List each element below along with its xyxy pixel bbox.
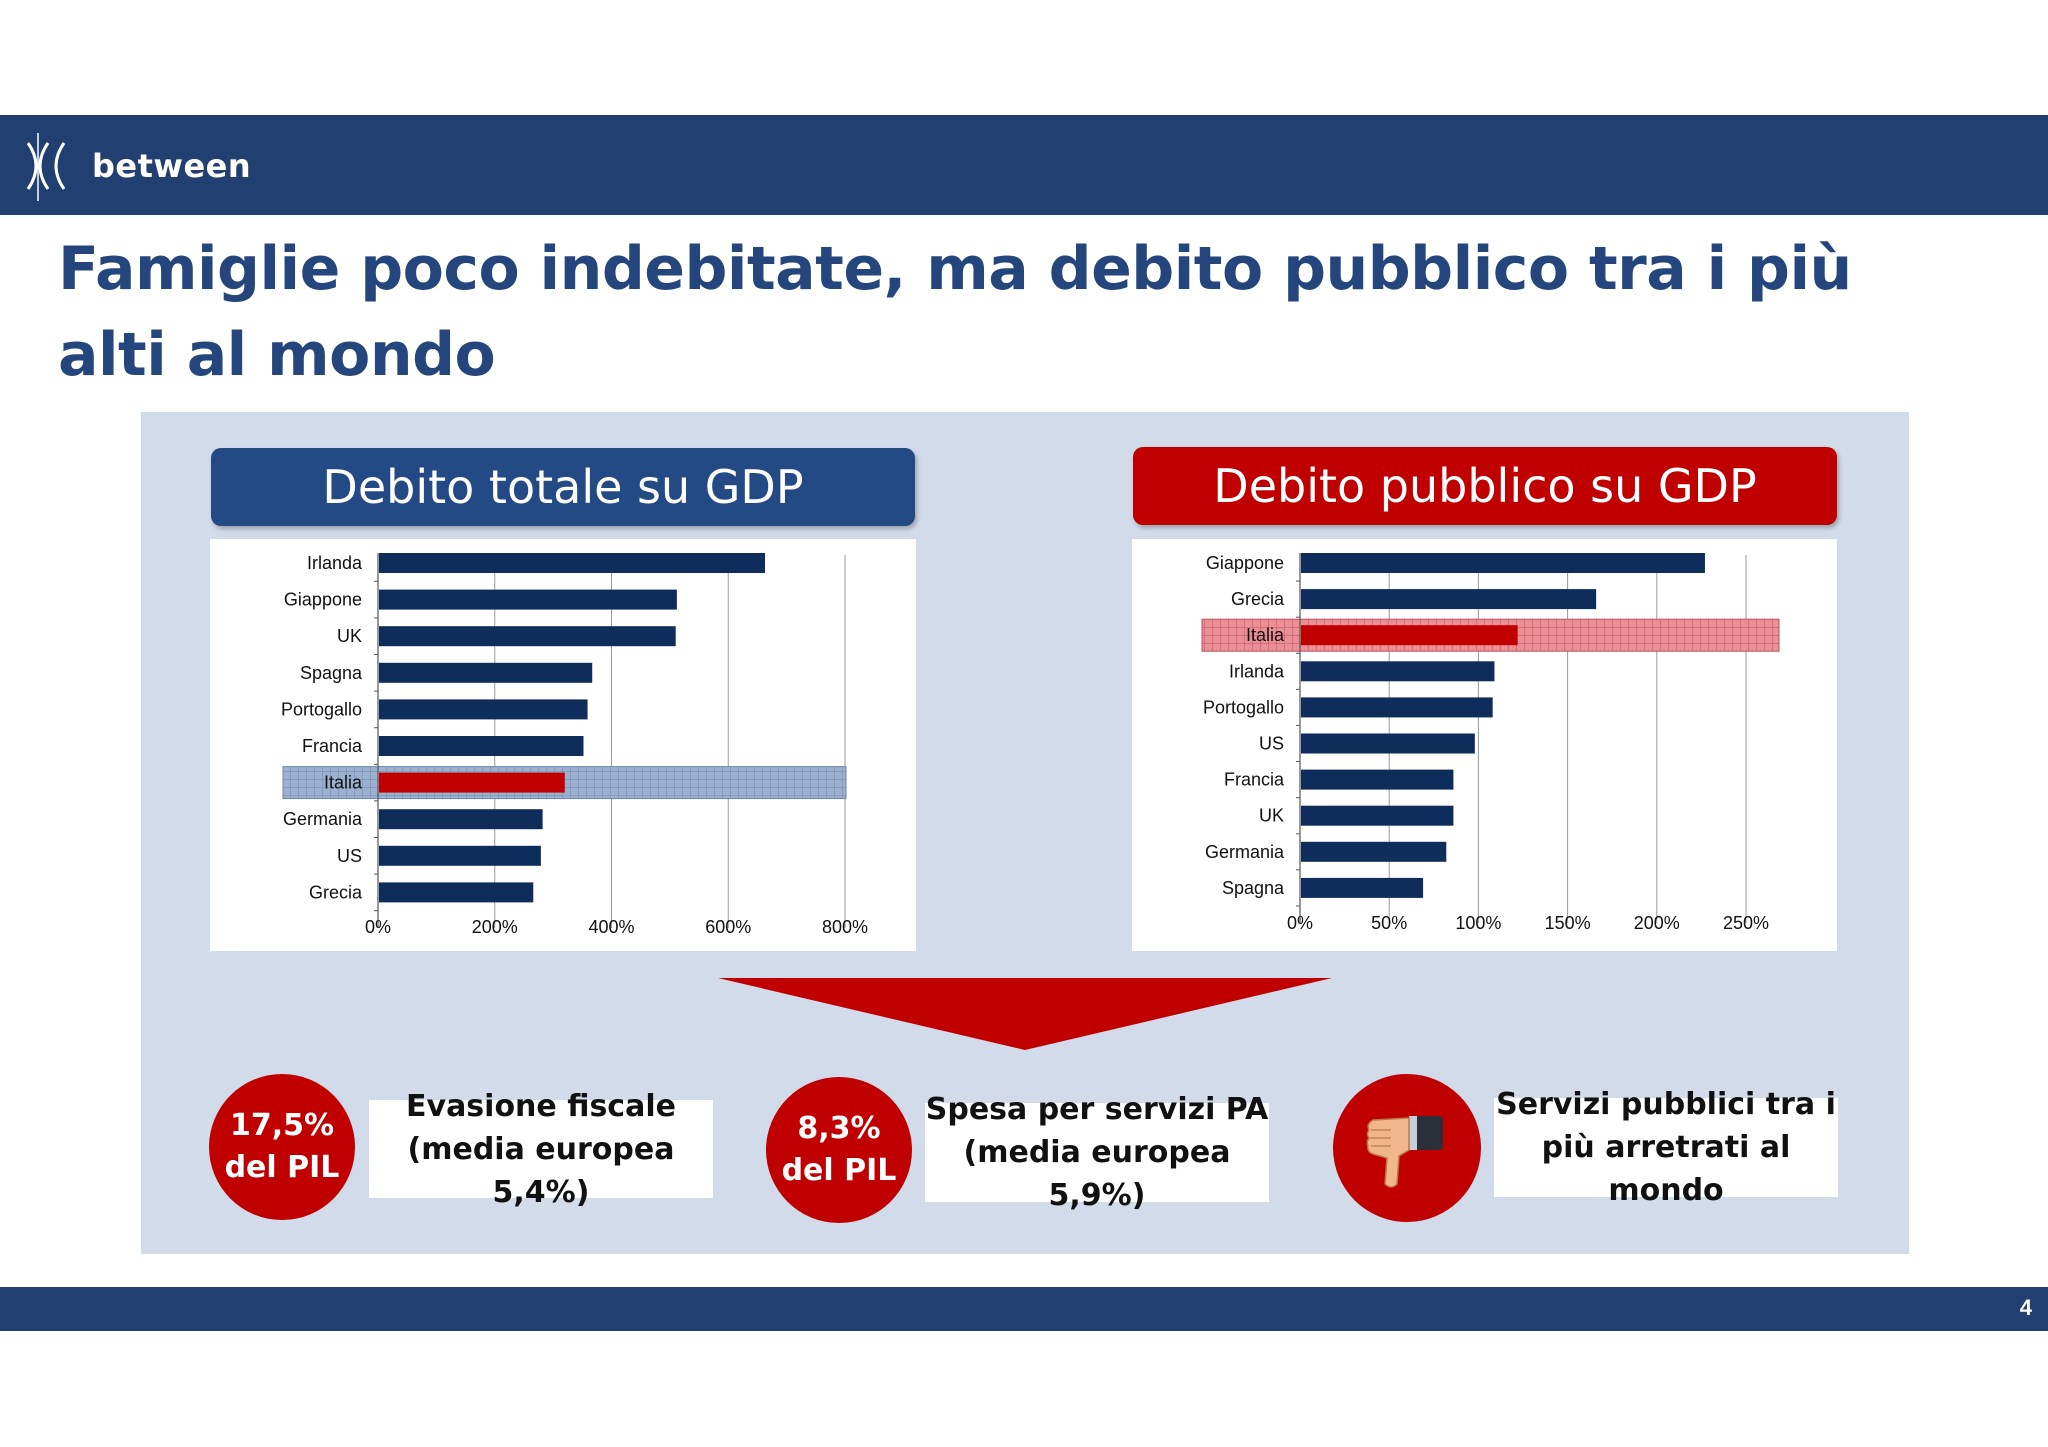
down-arrow-icon [718, 978, 1332, 1050]
category-label-italia: Italia [324, 773, 363, 793]
category-label-germania: Germania [1205, 842, 1285, 862]
category-label-grecia: Grecia [309, 882, 363, 902]
tick-label: 0% [1287, 913, 1313, 933]
bar-uk [1301, 805, 1454, 826]
public-debt-chart-svg: Giappone Grecia Italia Irlanda Portogallo US F… [1201, 553, 1780, 933]
header-bar: between [0, 115, 2048, 215]
between-logo: between [18, 127, 278, 205]
bar-portogallo [379, 699, 588, 720]
category-label-spagna: Spagna [1222, 878, 1285, 898]
bar-portogallo [1301, 697, 1493, 718]
footer-bar: 4 [0, 1287, 2048, 1331]
content-panel: Debito totale su GDP Debito pubblico su … [141, 412, 1909, 1254]
pa-spending-line1: Spesa per servizi PA [925, 1092, 1269, 1127]
bar-uk [379, 626, 676, 647]
bar-giappone [379, 589, 677, 610]
bar-us [379, 845, 541, 866]
category-label-italia: Italia [1246, 625, 1285, 645]
tick-label: 800% [822, 917, 868, 937]
public-services-line2: più arretrati al mondo [1541, 1130, 1791, 1208]
public-services-label: Servizi pubblici tra i più arretrati al … [1494, 1087, 1838, 1208]
category-label-giappone: Giappone [1206, 553, 1284, 573]
page-title: Famiglie poco indebitate, ma debito pubb… [58, 234, 1852, 390]
pa-spending-unit: del PIL [781, 1153, 897, 1188]
tick-label: 150% [1545, 913, 1591, 933]
bar-irlanda [1301, 661, 1495, 682]
category-label-francia: Francia [302, 736, 363, 756]
pa-spending-badge: 8,3% del PIL [766, 1077, 912, 1223]
category-label-irlanda: Irlanda [1229, 661, 1285, 681]
tick-label: 400% [588, 917, 634, 937]
pa-spending-line2: (media europea 5,9%) [963, 1135, 1231, 1213]
bar-italia [379, 772, 565, 793]
bar-us [1301, 733, 1475, 754]
total-debt-chart: Irlanda Giappone UK Spagna Portogallo Francia… [210, 539, 916, 951]
category-label-uk: UK [337, 626, 362, 646]
thumbs-down-icon [1366, 1116, 1443, 1188]
category-label-portogallo: Portogallo [281, 699, 362, 719]
tax-evasion-line1: Evasione fiscale [406, 1088, 676, 1124]
tick-label: 0% [365, 917, 391, 937]
category-label-irlanda: Irlanda [307, 553, 363, 573]
public-services-badge [1333, 1074, 1481, 1222]
bar-germania [1301, 841, 1447, 862]
bar-spagna [1301, 877, 1424, 898]
category-label-germania: Germania [283, 809, 363, 829]
tax-evasion-unit: del PIL [224, 1150, 340, 1185]
bar-germania [379, 809, 543, 830]
page-number: 4 [2019, 1295, 2032, 1320]
chart-title-total-debt: Debito totale su GDP [211, 448, 915, 526]
tick-label: 100% [1455, 913, 1501, 933]
category-label-spagna: Spagna [300, 663, 363, 683]
bar-irlanda [379, 553, 766, 573]
category-label-portogallo: Portogallo [1203, 697, 1284, 717]
tick-label: 250% [1723, 913, 1769, 933]
bar-francia [1301, 769, 1454, 790]
tick-label: 200% [472, 917, 518, 937]
tax-evasion-value: 17,5% [229, 1108, 335, 1143]
tick-label: 600% [705, 917, 751, 937]
bar-giappone [1301, 553, 1705, 573]
category-label-us: US [1259, 734, 1284, 754]
chart-title-public-debt: Debito pubblico su GDP [1133, 447, 1837, 525]
public-debt-chart: Giappone Grecia Italia Irlanda Portogallo US F… [1132, 539, 1837, 951]
pa-spending-value: 8,3% [797, 1111, 881, 1146]
bar-francia [379, 736, 584, 756]
tax-evasion-line2: (media europea 5,4%) [407, 1131, 675, 1210]
logo-text: between [92, 147, 252, 185]
public-services-line1: Servizi pubblici tra i [1496, 1087, 1836, 1122]
bar-spagna [379, 662, 593, 683]
tax-evasion-badge: 17,5% del PIL [209, 1074, 355, 1220]
tax-evasion-label: Evasione fiscale (media europea 5,4%) [369, 1089, 713, 1210]
category-label-grecia: Grecia [1231, 589, 1285, 609]
tick-label: 50% [1371, 913, 1407, 933]
bar-grecia [379, 882, 534, 903]
category-label-us: US [337, 846, 362, 866]
category-label-giappone: Giappone [284, 590, 362, 610]
bar-italia [1301, 625, 1518, 646]
category-label-uk: UK [1259, 806, 1284, 826]
logo-mark-icon [26, 133, 66, 201]
category-label-francia: Francia [1224, 770, 1285, 790]
tick-label: 200% [1634, 913, 1680, 933]
pa-spending-label: Spesa per servizi PA (media europea 5,9%… [925, 1092, 1269, 1213]
bar-grecia [1301, 589, 1597, 610]
total-debt-chart-svg: Irlanda Giappone UK Spagna Portogallo Francia… [281, 553, 868, 937]
